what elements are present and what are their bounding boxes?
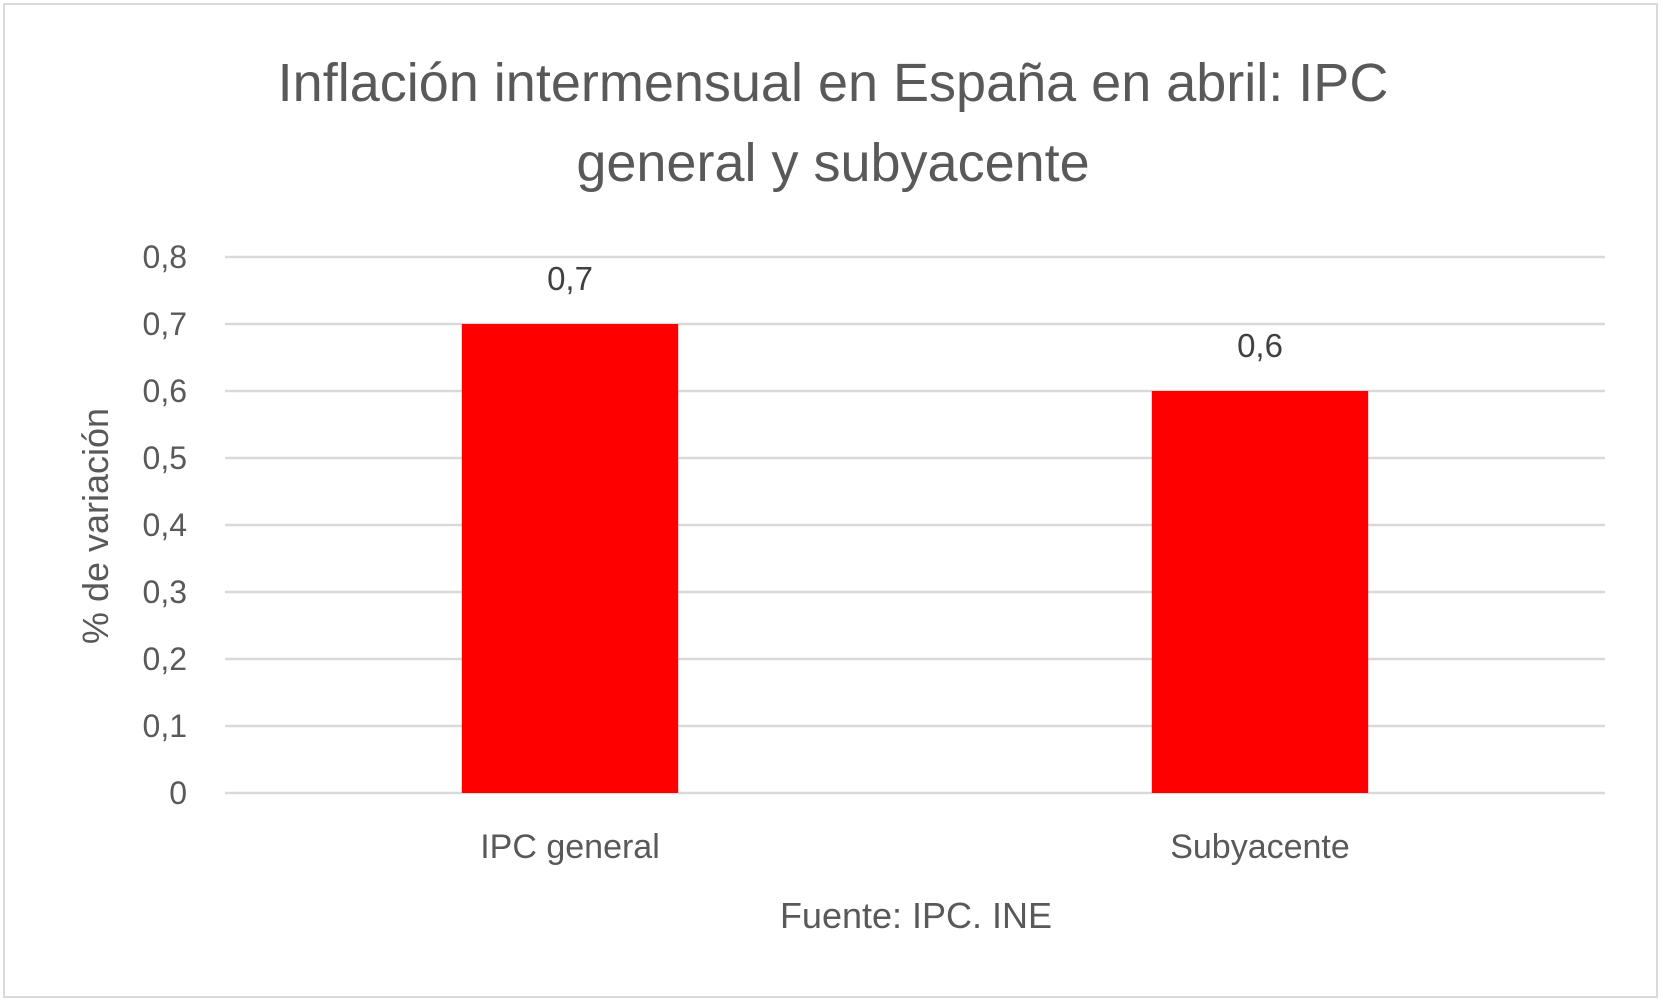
y-tick-label: 0: [169, 775, 187, 811]
y-tick-label: 0,8: [143, 239, 187, 275]
y-tick-label: 0,3: [143, 574, 187, 610]
x-category-label: Subyacente: [1170, 828, 1350, 866]
x-axis-categories: IPC general Subyacente: [480, 828, 1350, 866]
y-tick-label: 0,2: [143, 641, 187, 677]
y-tick-label: 0,5: [143, 440, 187, 476]
data-labels: 0,7 0,6: [547, 260, 1283, 364]
bar-chart: Inflación intermensual en España en abri…: [75, 53, 1605, 936]
chart-title-line-2: general y subyacente: [576, 133, 1089, 193]
y-axis-title: % de variación: [75, 408, 116, 644]
bar: [461, 324, 679, 793]
chart-title-line-1: Inflación intermensual en España en abri…: [278, 53, 1389, 113]
data-label: 0,6: [1237, 327, 1283, 364]
data-label: 0,7: [547, 260, 593, 297]
y-axis-ticks: 0 0,1 0,2 0,3 0,4 0,5 0,6 0,7 0,8: [143, 239, 187, 811]
gridlines: [225, 255, 1605, 795]
chart-frame: Inflación intermensual en España en abri…: [3, 3, 1658, 998]
x-category-label: IPC general: [480, 828, 660, 866]
y-tick-label: 0,6: [143, 373, 187, 409]
y-tick-label: 0,4: [143, 507, 187, 543]
y-tick-label: 0,7: [143, 306, 187, 342]
x-axis-title: Fuente: IPC. INE: [780, 895, 1052, 936]
bar: [1151, 391, 1369, 793]
y-tick-label: 0,1: [143, 708, 187, 744]
bars: [461, 324, 1369, 793]
